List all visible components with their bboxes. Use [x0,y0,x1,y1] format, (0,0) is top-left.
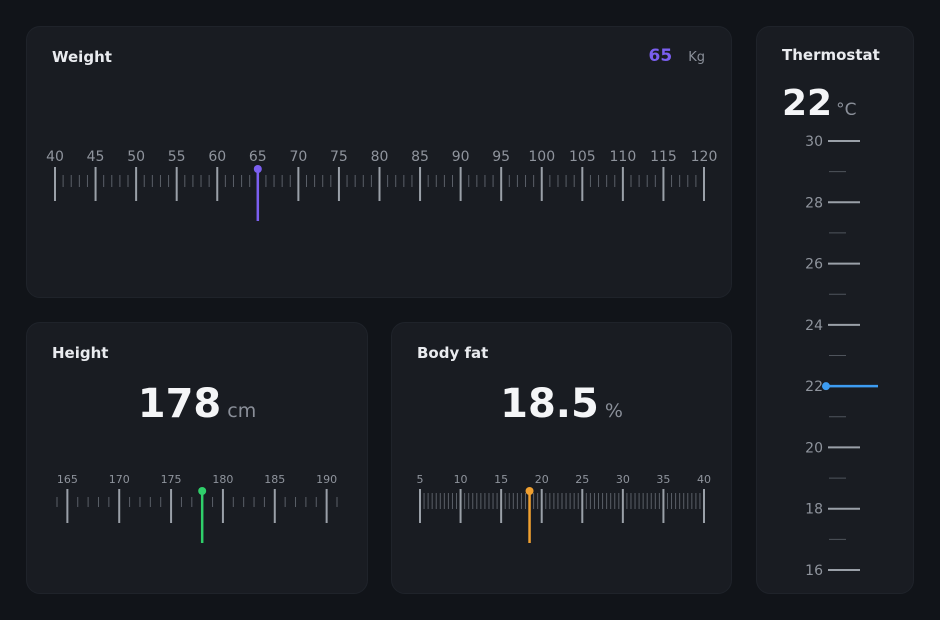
weight-ruler-slider[interactable]: 40 45 50 55 60 65 70 75 80 85 90 95 100 105 110 115 120 [27,27,733,299]
tick-label: 40 [46,149,64,165]
tick-label: 70 [289,149,307,165]
tick-label: 5 [417,473,424,486]
value-handle [198,487,207,495]
tick-label: 45 [87,149,105,165]
tick-label: 25 [575,473,589,486]
tick-label: 55 [168,149,186,165]
tick-label: 120 [691,149,718,165]
value-handle [822,382,830,391]
tick-label: 90 [452,149,470,165]
tick-label: 35 [656,473,670,486]
tick-label: 22 [805,379,823,395]
tick-label: 185 [264,473,285,486]
tick-label: 24 [805,318,823,334]
tick-label: 20 [805,440,823,456]
tick-label: 105 [569,149,596,165]
weight-card: Weight 65 Kg 40 45 50 55 60 65 70 75 80 85 90 95 100… [26,26,732,298]
tick-label: 10 [454,473,468,486]
tick-label: 95 [492,149,510,165]
tick-label: 15 [494,473,508,486]
tick-label: 28 [805,195,823,211]
weight-unit: Kg [688,50,705,65]
body-fat-readout: 18.5% [392,381,731,427]
height-readout: 178 cm [27,381,367,427]
tick-label: 18 [805,502,823,518]
tick-label: 30 [616,473,630,486]
tick-label: 170 [109,473,130,486]
value-handle [253,165,262,173]
weight-title: Weight [52,48,112,66]
tick-label: 65 [249,149,267,165]
tick-label: 30 [805,134,823,150]
tick-label: 60 [208,149,226,165]
tick-label: 175 [161,473,182,486]
body-fat-unit: % [604,400,623,422]
height-unit: cm [227,400,257,422]
weight-readout: 65 Kg [649,46,705,66]
height-value: 178 [137,381,222,427]
tick-label: 100 [528,149,555,165]
height-ruler-slider[interactable]: 165 170 175 180 185 190 [27,323,369,595]
body-fat-value: 18.5 [500,381,599,427]
tick-label: 180 [212,473,233,486]
thermostat-value: 22 [782,83,833,124]
tick-label: 26 [805,257,823,273]
body-fat-ruler-slider[interactable]: 5 10 15 20 25 30 35 40 [392,323,733,595]
height-title: Height [52,344,109,362]
tick-label: 16 [805,563,823,579]
thermostat-readout: 22 °C [782,83,856,124]
thermostat-title: Thermostat [782,46,880,64]
tick-label: 80 [371,149,389,165]
thermostat-ruler-slider[interactable]: 16 18 20 22 24 26 28 30 [757,27,915,595]
tick-label: 40 [697,473,711,486]
tick-label: 110 [610,149,637,165]
thermostat-unit: °C [836,100,857,120]
tick-label: 20 [535,473,549,486]
weight-value: 65 [648,46,673,66]
tick-label: 115 [650,149,677,165]
value-handle [525,487,534,495]
tick-label: 190 [316,473,337,486]
body-fat-card: Body fat 18.5% 5 10 15 20 25 30 35 40 [391,322,732,594]
body-fat-title: Body fat [417,344,489,362]
tick-label: 165 [57,473,78,486]
tick-label: 85 [411,149,429,165]
height-card: Height 178 cm 165 170 175 180 185 190 [26,322,368,594]
tick-label: 50 [127,149,145,165]
thermostat-card: Thermostat 22 °C 16 18 20 22 24 26 28 30 [756,26,914,594]
tick-label: 75 [330,149,348,165]
